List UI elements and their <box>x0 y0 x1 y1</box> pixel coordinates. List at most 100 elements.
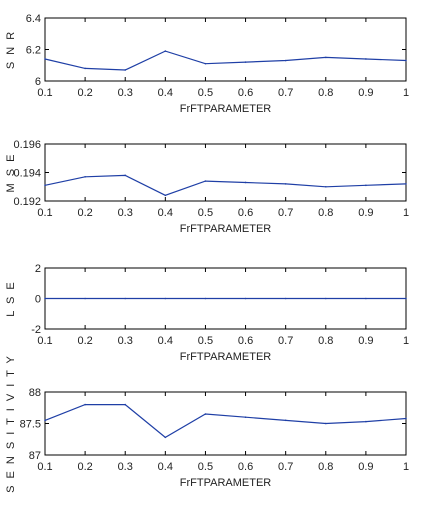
x-tick-label: 0.5 <box>198 87 213 99</box>
x-tick-label: 0.4 <box>158 207 173 219</box>
data-point <box>284 183 287 185</box>
data-point <box>284 59 287 62</box>
data-point <box>405 59 407 62</box>
y-axis-label: S E N S I T I V I T Y <box>5 354 17 493</box>
data-point <box>164 297 167 300</box>
x-tick-label: 0.3 <box>118 335 133 347</box>
data-point <box>84 175 86 178</box>
data-point <box>284 419 287 422</box>
x-tick-label: 0.8 <box>318 335 333 347</box>
x-axis-label: FrFTPARAMETER <box>180 477 272 489</box>
y-axis-label: S N R <box>5 30 17 69</box>
x-tick-label: 0.9 <box>358 207 373 219</box>
x-tick-label: 1 <box>403 461 409 473</box>
y-tick-label: 6 <box>35 76 41 88</box>
x-tick-label: 0.4 <box>158 461 173 473</box>
x-tick-label: 0.6 <box>238 335 253 347</box>
data-point <box>44 58 46 60</box>
x-tick-label: 1 <box>403 87 409 99</box>
data-point <box>44 297 46 300</box>
x-tick-label: 0.6 <box>238 87 253 99</box>
y-tick-label: 0 <box>35 294 41 306</box>
x-tick-label: 0.1 <box>37 207 52 219</box>
x-tick-label: 0.9 <box>358 335 373 347</box>
data-point <box>84 403 86 406</box>
data-point <box>244 297 247 300</box>
data-point <box>204 413 207 415</box>
x-tick-label: 0.9 <box>358 461 373 473</box>
subplot-1: 0.1 0.2 0.3 0.4 0.5 0.6 0.7 0.8 0.9 1 6 6.2 6.4 FrFTP… <box>5 13 409 115</box>
x-tick-label: 0.8 <box>318 87 333 99</box>
x-tick-label: 0.6 <box>238 207 253 219</box>
y-tick-label: 88 <box>29 387 41 399</box>
x-tick-label: 0.3 <box>118 207 133 219</box>
x-tick-label: 0.8 <box>318 461 333 473</box>
y-tick-label: 6.2 <box>26 45 41 57</box>
data-point <box>324 297 327 300</box>
data-point <box>405 183 407 185</box>
data-point <box>44 419 46 422</box>
x-tick-label: 0.2 <box>77 87 92 99</box>
y-axis-label: M S E <box>5 153 17 193</box>
data-point <box>124 174 127 177</box>
data-point <box>324 422 327 425</box>
y-tick-label: -2 <box>31 324 41 336</box>
plot-area <box>44 143 407 202</box>
data-point <box>204 62 207 65</box>
x-tick-label: 0.8 <box>318 207 333 219</box>
y-tick-label: 2 <box>35 263 41 275</box>
y-axis-label: L S E <box>5 280 17 317</box>
x-tick-label: 0.7 <box>278 207 293 219</box>
y-tick-label: 0.194 <box>13 168 41 180</box>
data-point <box>124 297 127 300</box>
x-tick-label: 0.7 <box>278 87 293 99</box>
x-tick-label: 0.1 <box>37 87 52 99</box>
data-point <box>124 69 127 71</box>
data-point <box>44 184 46 187</box>
subplot-3: 0.1 0.2 0.3 0.4 0.5 0.6 0.7 0.8 0.9 1 -2 0 2 FrFTPARA… <box>5 263 409 363</box>
y-tick-label: 87 <box>29 450 41 462</box>
data-point <box>405 417 407 420</box>
data-point <box>365 184 367 187</box>
data-point <box>164 194 167 197</box>
y-tick-label: 0.196 <box>13 139 41 151</box>
plot-area <box>44 391 407 456</box>
x-tick-label: 1 <box>403 335 409 347</box>
x-tick-label: 0.5 <box>198 207 213 219</box>
x-tick-label: 0.2 <box>77 207 92 219</box>
x-tick-label: 0.1 <box>37 461 52 473</box>
subplot-2: 0.1 0.2 0.3 0.4 0.5 0.6 0.7 0.8 0.9 1 0.192 0.194 0.… <box>5 139 409 235</box>
plot-area <box>44 17 407 82</box>
y-tick-label: 87.5 <box>20 419 41 431</box>
x-tick-label: 0.5 <box>198 335 213 347</box>
data-point <box>164 50 167 52</box>
data-point <box>244 61 247 63</box>
data-point <box>324 56 327 59</box>
x-tick-label: 0.2 <box>77 335 92 347</box>
x-tick-label: 0.7 <box>278 335 293 347</box>
y-tick-label: 6.4 <box>26 13 41 25</box>
data-point <box>365 420 367 423</box>
x-tick-label: 0.4 <box>158 335 173 347</box>
x-tick-label: 0.5 <box>198 461 213 473</box>
x-axis-label: FrFTPARAMETER <box>180 223 272 235</box>
data-point <box>284 297 287 300</box>
x-tick-label: 0.3 <box>118 461 133 473</box>
x-tick-label: 0.6 <box>238 461 253 473</box>
data-point <box>365 58 367 60</box>
data-point <box>244 416 247 419</box>
data-point <box>124 403 127 406</box>
x-axis-label: FrFTPARAMETER <box>180 103 272 115</box>
subplot-4: 0.1 0.2 0.3 0.4 0.5 0.6 0.7 0.8 0.9 1 87 87.5 88 FrFT… <box>5 354 409 493</box>
x-tick-label: 0.9 <box>358 87 373 99</box>
x-tick-label: 0.2 <box>77 461 92 473</box>
data-point <box>204 297 207 300</box>
x-axis-label: FrFTPARAMETER <box>180 351 272 363</box>
data-point <box>84 297 86 300</box>
data-point <box>324 185 327 188</box>
x-tick-label: 0.4 <box>158 87 173 99</box>
data-point <box>164 436 167 439</box>
series-line-1 <box>44 174 407 196</box>
data-point <box>365 297 367 300</box>
